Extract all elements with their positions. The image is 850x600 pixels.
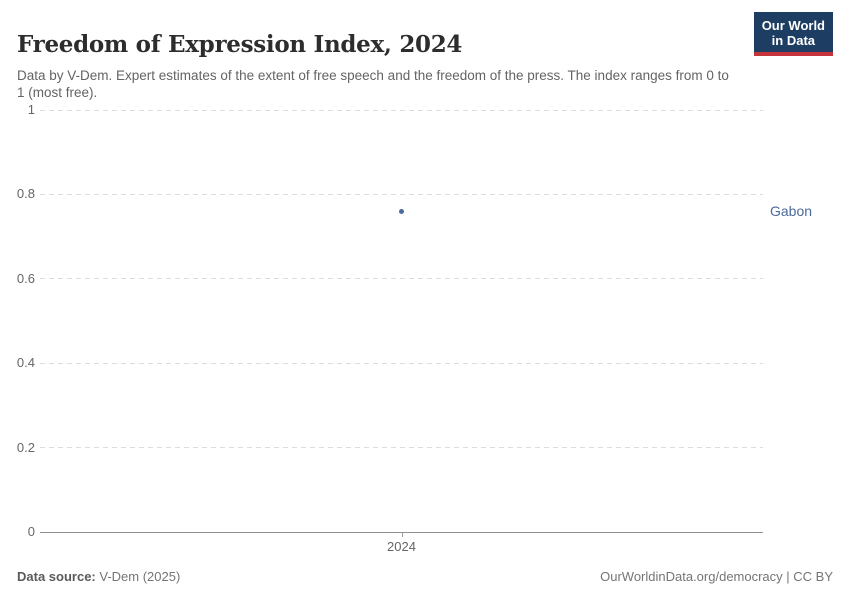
data-source-note: Data source: V-Dem (2025) bbox=[17, 569, 180, 584]
x-tick-mark bbox=[401, 532, 403, 537]
owid-logo-line2: in Data bbox=[771, 33, 816, 48]
gridline bbox=[40, 109, 763, 111]
page-title: Freedom of Expression Index, 2024 bbox=[17, 31, 463, 59]
data-source-label: Data source: bbox=[17, 569, 96, 584]
chart-subtitle: Data by V-Dem. Expert estimates of the e… bbox=[17, 67, 729, 100]
owid-logo-line1: Our World bbox=[761, 18, 825, 33]
y-tick-label: 0.8 bbox=[16, 186, 35, 202]
gridline bbox=[40, 278, 763, 280]
data-point-gabon[interactable] bbox=[399, 208, 404, 214]
gridline bbox=[40, 362, 763, 364]
y-tick-label: 0.6 bbox=[16, 270, 35, 286]
x-tick-label: 2024 bbox=[387, 539, 416, 554]
owid-license-link[interactable]: OurWorldinData.org/democracy | CC BY bbox=[600, 569, 833, 584]
data-source-value: V-Dem (2025) bbox=[99, 569, 181, 584]
chart-footer: Data source: V-Dem (2025) OurWorldinData… bbox=[17, 569, 833, 584]
entity-label-gabon[interactable]: Gabon bbox=[770, 203, 813, 220]
y-tick-label: 0 bbox=[27, 524, 35, 539]
y-tick-label: 0.4 bbox=[16, 355, 35, 371]
y-tick-label: 0.2 bbox=[16, 439, 35, 455]
gridline bbox=[40, 193, 763, 195]
owid-logo: Our World in Data bbox=[753, 12, 833, 56]
gridline bbox=[40, 447, 763, 449]
y-tick-label: 1 bbox=[27, 102, 35, 117]
